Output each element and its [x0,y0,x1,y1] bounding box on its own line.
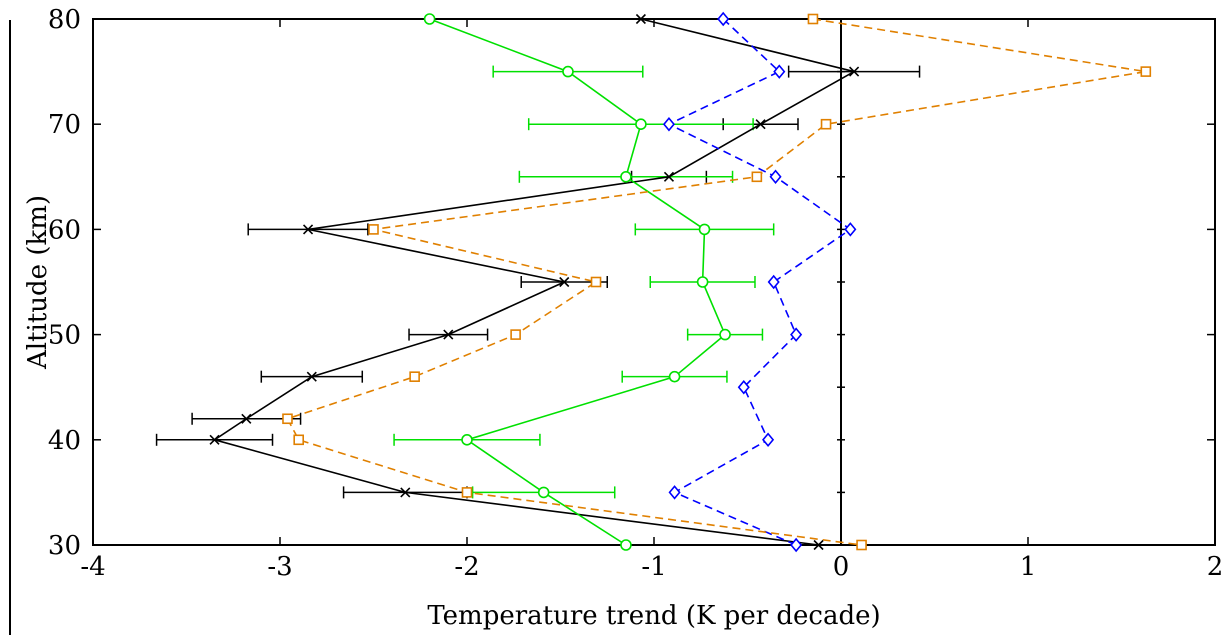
data-point [282,413,293,425]
x-tick-label: -1 [641,552,666,582]
data-point [668,485,681,500]
data-point [635,13,646,25]
data-point [767,274,780,290]
data-point [620,171,632,183]
data-point [844,222,857,237]
data-point [562,65,574,78]
data-point [790,327,803,342]
series-markers [209,11,1152,553]
x-tick-label: -2 [454,552,479,582]
y-tick-label: 40 [48,426,81,456]
series-line [212,18,857,546]
series-line [667,18,852,546]
data-point [559,276,570,288]
data-point [461,487,473,498]
data-point [849,66,860,77]
y-tick-label: 30 [48,531,81,561]
data-point [790,537,803,553]
y-tick-label: 80 [48,5,81,35]
data-point [856,539,867,551]
data-point [717,11,730,27]
data-point [590,276,602,288]
axes: -4 -3 -2 -1 0 1 2 30 40 50 60 70 80 [48,5,1223,582]
x-tick-label: 0 [833,552,850,582]
data-point [302,224,314,235]
data-point [443,329,454,340]
data-point [762,432,775,448]
x-tick-label: -3 [267,552,292,582]
data-point [461,433,473,446]
error-bars [155,65,921,499]
data-point [737,379,750,395]
data-point [400,487,411,498]
data-point [668,370,681,383]
data-point [696,276,709,288]
data-point [293,434,305,446]
x-tick-label: 2 [1207,552,1224,582]
data-point [698,223,711,236]
data-point [306,371,317,382]
data-point [662,116,676,132]
data-point [820,118,832,130]
data-point [537,486,550,499]
data-point [635,118,647,130]
data-point [769,169,782,185]
x-tick-label: 1 [1020,552,1037,582]
data-point [423,13,436,25]
data-point [1140,66,1152,77]
data-point [813,539,824,551]
data-point [241,413,252,424]
y-tick-label: 60 [48,215,81,245]
data-point [751,171,763,183]
series-line [286,18,1146,546]
data-point [409,371,420,382]
y-tick-label: 70 [48,110,81,140]
data-point [773,64,786,79]
data-point [663,171,675,182]
data-point [510,329,521,340]
y-tick-label: 50 [48,321,81,351]
data-point [620,539,632,551]
data-point [719,328,731,341]
data-point [755,119,766,130]
x-axis-title: Temperature trend (K per decade) [427,601,880,631]
y-axis-title: Altitude (km) [23,195,53,370]
data-point [368,224,379,235]
data-point [807,13,819,25]
x-tick-label: -4 [80,552,105,582]
data-point [209,434,220,445]
